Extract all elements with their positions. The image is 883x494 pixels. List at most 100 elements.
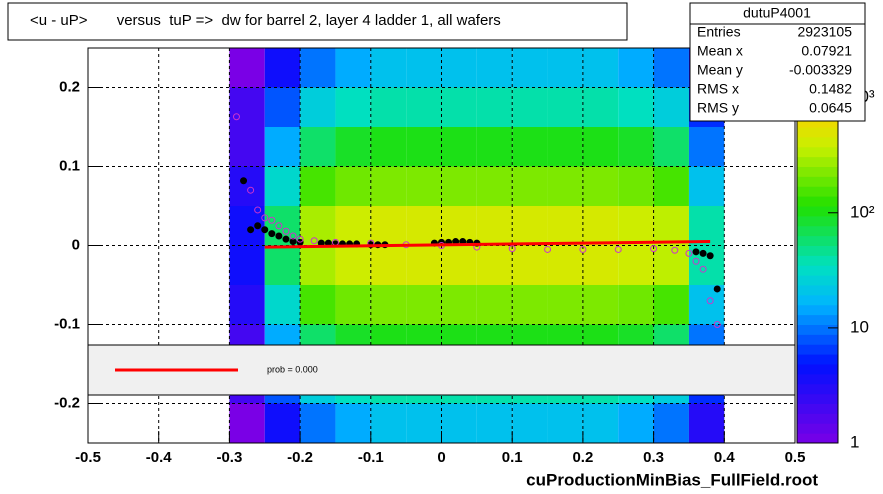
heat-cell [370,166,407,206]
y-tick-label: -0.2 [54,394,80,411]
color-bar-step [797,206,838,217]
heat-cell [229,48,265,88]
heat-cell [653,48,689,88]
heat-cell [370,403,407,443]
heat-cell [582,127,619,167]
heat-cell [229,127,265,167]
heat-cell [441,403,477,443]
color-bar-step [797,285,838,296]
stat-value: 0.07921 [801,43,852,59]
color-bar-step [797,265,838,276]
heat-cell [618,48,654,88]
heat-cell [370,48,407,88]
heat-cell [335,285,371,325]
stat-value: 0.0645 [809,100,852,116]
profile-point [713,285,721,293]
profile-point [254,206,262,214]
color-bar-step [797,245,838,256]
profile-point [282,227,290,235]
heat-cell [406,87,442,127]
profile-point [706,252,714,260]
color-bar-step [797,176,838,187]
color-bar-step [797,225,838,237]
heatmap [229,48,725,443]
heat-cell [476,206,513,246]
profile-point [706,297,714,305]
color-bar-step [797,433,838,444]
chart-title: <u - uP> versus tuP => dw for barrel 2, … [30,12,501,29]
heat-cell [406,206,442,246]
z-tick-label: 10 [850,317,869,336]
heat-cell [300,285,336,325]
profile-point [699,249,707,257]
heat-cell [547,166,583,206]
profile-point [650,245,658,253]
heat-cell [406,48,442,88]
y-tick-label: 0.1 [59,157,80,174]
heat-cell [688,166,725,206]
stat-label: Entries [697,24,741,40]
heat-cell [547,206,583,246]
heat-cell [335,166,371,206]
profile-point [240,177,248,185]
color-bar-step [797,294,838,306]
profile-point [275,222,283,230]
color-bar-step [797,166,838,177]
heat-cell [512,87,548,127]
color-bar-step [797,146,838,158]
heat-cell [406,245,442,285]
heat-cell [300,403,336,443]
heat-cell [476,87,513,127]
profile-point [579,245,587,253]
y-tick-label: 0 [72,236,80,253]
profile-point [261,226,269,234]
profile-point [544,245,552,253]
x-tick-label: -0.4 [146,449,173,466]
heat-cell [264,245,301,285]
color-bar-step [797,373,838,385]
color-bar-step [797,413,838,424]
heat-cell [512,127,548,167]
x-tick-label: 0.4 [714,449,736,466]
fit-label: prob = 0.000 [267,364,318,374]
profile-point [713,321,721,328]
profile-point [247,226,255,234]
heat-cell [229,403,265,443]
heat-cell [688,127,725,167]
heat-cell [264,166,301,206]
heat-cell [370,127,407,167]
color-bar-step [797,136,838,148]
heat-cell [618,127,654,167]
heat-cell [512,206,548,246]
stat-value: 2923105 [797,24,852,40]
profile [232,113,721,328]
x-tick-label: -0.1 [358,449,384,466]
heat-cell [370,206,407,246]
heat-cell [653,206,689,246]
stat-value: 0.1482 [809,81,852,97]
color-bar-step [797,304,838,316]
heat-cell [335,127,371,167]
fit-line [264,240,711,249]
heat-cell [582,285,619,325]
heat-cell [582,87,619,127]
z-tick-label: 10² [850,202,875,221]
profile-point [289,232,297,240]
profile-point [296,235,304,243]
heat-cell [618,206,654,246]
heat-cell [441,245,477,285]
heat-cell [512,166,548,206]
stats-title: dutuP4001 [743,5,811,21]
x-tick-label: 0.2 [572,449,593,466]
heat-cell [300,245,336,285]
color-bar-step [797,117,838,128]
heat-cell [688,403,725,443]
heat-cell [335,206,371,246]
profile-point [508,245,516,253]
y-tick-label: -0.1 [54,315,80,332]
stat-label: RMS x [697,81,739,97]
heat-cell [618,166,654,206]
heat-cell [441,127,477,167]
profile-point [671,246,679,254]
profile-point [232,113,240,121]
